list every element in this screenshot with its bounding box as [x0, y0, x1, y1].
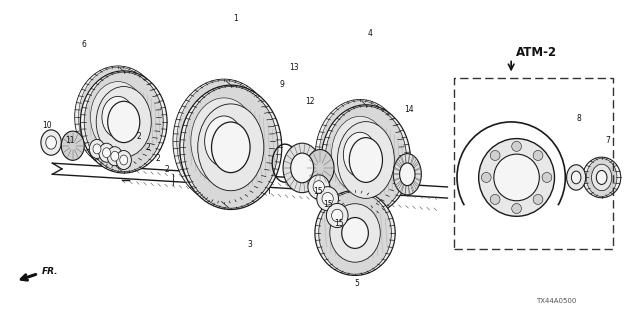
Text: 14: 14	[404, 105, 414, 114]
Text: 9: 9	[279, 80, 284, 89]
Text: TX44A0500: TX44A0500	[536, 298, 576, 304]
Ellipse shape	[533, 195, 543, 204]
Ellipse shape	[120, 155, 128, 165]
Text: FR.: FR.	[42, 267, 58, 276]
Ellipse shape	[542, 172, 552, 182]
Text: 13: 13	[290, 63, 300, 72]
Ellipse shape	[102, 96, 134, 138]
Ellipse shape	[349, 138, 383, 182]
Text: 10: 10	[42, 121, 52, 130]
Ellipse shape	[332, 209, 343, 222]
Ellipse shape	[572, 171, 581, 184]
Ellipse shape	[211, 122, 250, 172]
Ellipse shape	[46, 136, 56, 149]
Ellipse shape	[494, 154, 540, 201]
Text: 2: 2	[136, 132, 141, 141]
Ellipse shape	[342, 218, 369, 248]
Ellipse shape	[394, 154, 421, 195]
Text: 2: 2	[145, 143, 150, 152]
Text: 12: 12	[306, 97, 315, 106]
Ellipse shape	[490, 195, 500, 204]
Ellipse shape	[79, 67, 157, 167]
Ellipse shape	[93, 144, 101, 154]
Ellipse shape	[108, 101, 140, 143]
Text: 15: 15	[323, 200, 332, 209]
Ellipse shape	[283, 143, 321, 193]
Text: 2: 2	[155, 154, 160, 163]
Ellipse shape	[198, 104, 264, 191]
Ellipse shape	[315, 190, 395, 276]
Text: ATM-2: ATM-2	[516, 46, 557, 59]
Ellipse shape	[81, 71, 167, 173]
Ellipse shape	[96, 86, 151, 157]
Ellipse shape	[173, 79, 275, 204]
Ellipse shape	[319, 101, 401, 209]
Ellipse shape	[99, 143, 114, 162]
Ellipse shape	[90, 82, 145, 152]
Text: 4: 4	[367, 29, 372, 38]
Ellipse shape	[75, 66, 161, 168]
Text: 6: 6	[82, 40, 86, 49]
Ellipse shape	[326, 204, 348, 228]
Ellipse shape	[313, 181, 324, 193]
Text: 1: 1	[234, 14, 238, 23]
Ellipse shape	[399, 163, 415, 186]
Ellipse shape	[337, 122, 394, 198]
Ellipse shape	[317, 187, 339, 211]
Ellipse shape	[107, 147, 122, 166]
Ellipse shape	[481, 172, 491, 182]
Text: 3: 3	[248, 240, 252, 249]
Ellipse shape	[490, 150, 500, 160]
Text: 8: 8	[577, 114, 581, 123]
Ellipse shape	[321, 105, 410, 215]
Ellipse shape	[319, 192, 392, 274]
Ellipse shape	[84, 72, 163, 172]
Ellipse shape	[111, 151, 119, 161]
Ellipse shape	[512, 141, 522, 151]
Ellipse shape	[566, 165, 586, 190]
Ellipse shape	[180, 85, 282, 210]
Text: 15: 15	[313, 187, 323, 196]
Text: 15: 15	[334, 219, 344, 228]
Ellipse shape	[322, 192, 333, 205]
Ellipse shape	[90, 140, 104, 158]
Ellipse shape	[61, 131, 84, 160]
Ellipse shape	[325, 106, 406, 214]
Text: 2: 2	[164, 165, 170, 174]
Ellipse shape	[344, 132, 376, 177]
Text: 11: 11	[65, 136, 75, 146]
Ellipse shape	[533, 150, 543, 160]
Ellipse shape	[177, 80, 271, 202]
Ellipse shape	[591, 164, 612, 191]
Ellipse shape	[291, 153, 314, 183]
Ellipse shape	[332, 116, 388, 193]
Ellipse shape	[116, 150, 131, 170]
Ellipse shape	[308, 175, 330, 199]
Text: 5: 5	[355, 279, 360, 288]
Ellipse shape	[316, 100, 404, 210]
Ellipse shape	[184, 86, 278, 208]
Ellipse shape	[205, 116, 243, 167]
Ellipse shape	[596, 171, 607, 184]
Ellipse shape	[582, 157, 621, 198]
Ellipse shape	[586, 158, 617, 196]
Ellipse shape	[330, 204, 380, 262]
Text: 7: 7	[605, 136, 611, 146]
Ellipse shape	[479, 139, 554, 216]
Ellipse shape	[41, 130, 61, 155]
Ellipse shape	[512, 204, 522, 213]
Ellipse shape	[191, 98, 257, 185]
Ellipse shape	[306, 149, 334, 186]
Ellipse shape	[102, 148, 111, 158]
